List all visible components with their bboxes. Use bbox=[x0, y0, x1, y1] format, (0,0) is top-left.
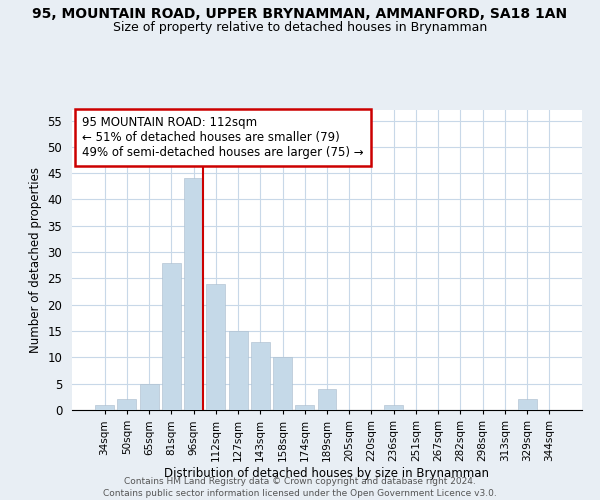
Bar bbox=[518, 400, 536, 410]
Bar bbox=[162, 262, 181, 410]
Text: Contains HM Land Registry data © Crown copyright and database right 2024.: Contains HM Land Registry data © Crown c… bbox=[124, 478, 476, 486]
Bar bbox=[184, 178, 203, 410]
Bar bbox=[317, 389, 337, 410]
Text: Contains public sector information licensed under the Open Government Licence v3: Contains public sector information licen… bbox=[103, 489, 497, 498]
Text: 95, MOUNTAIN ROAD, UPPER BRYNAMMAN, AMMANFORD, SA18 1AN: 95, MOUNTAIN ROAD, UPPER BRYNAMMAN, AMMA… bbox=[32, 8, 568, 22]
Bar bbox=[140, 384, 158, 410]
Text: Size of property relative to detached houses in Brynamman: Size of property relative to detached ho… bbox=[113, 21, 487, 34]
Y-axis label: Number of detached properties: Number of detached properties bbox=[29, 167, 42, 353]
Bar bbox=[295, 404, 314, 410]
Bar bbox=[273, 358, 292, 410]
Bar bbox=[251, 342, 270, 410]
X-axis label: Distribution of detached houses by size in Brynamman: Distribution of detached houses by size … bbox=[164, 466, 490, 479]
Bar bbox=[118, 400, 136, 410]
Text: 95 MOUNTAIN ROAD: 112sqm
← 51% of detached houses are smaller (79)
49% of semi-d: 95 MOUNTAIN ROAD: 112sqm ← 51% of detach… bbox=[82, 116, 364, 159]
Bar bbox=[95, 404, 114, 410]
Bar bbox=[206, 284, 225, 410]
Bar bbox=[229, 331, 248, 410]
Bar bbox=[384, 404, 403, 410]
